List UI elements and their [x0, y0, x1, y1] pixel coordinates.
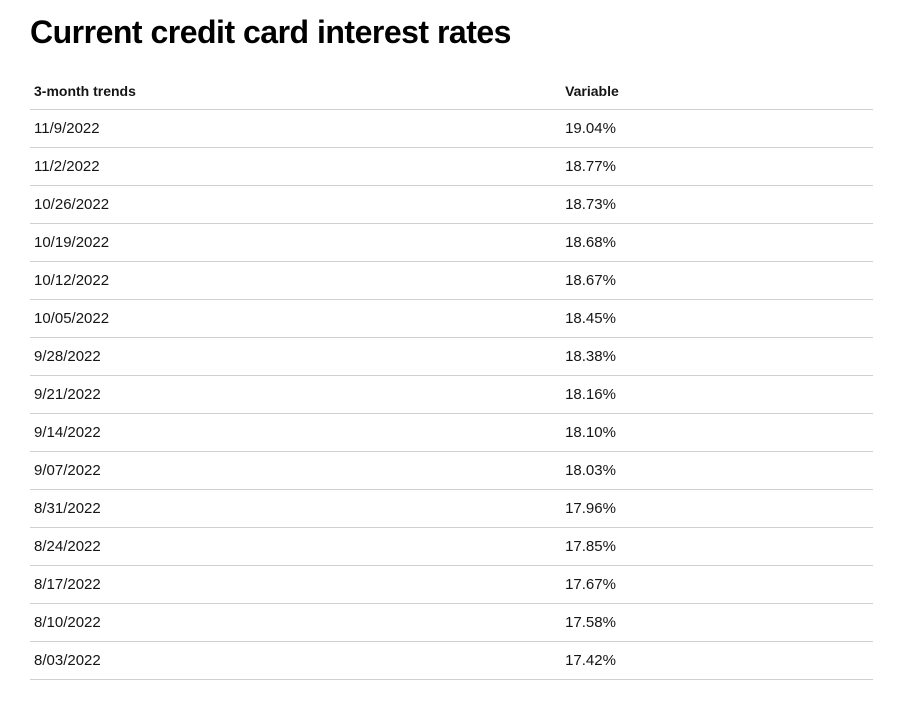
cell-variable: 19.04% [561, 110, 873, 148]
cell-variable: 17.58% [561, 604, 873, 642]
cell-variable: 18.38% [561, 338, 873, 376]
cell-date: 10/26/2022 [30, 186, 561, 224]
table-row: 8/24/2022 17.85% [30, 528, 873, 566]
cell-date: 8/03/2022 [30, 642, 561, 680]
cell-variable: 18.16% [561, 376, 873, 414]
cell-variable: 18.45% [561, 300, 873, 338]
cell-date: 11/9/2022 [30, 110, 561, 148]
table-row: 10/05/2022 18.45% [30, 300, 873, 338]
table-row: 10/19/2022 18.68% [30, 224, 873, 262]
cell-date: 9/07/2022 [30, 452, 561, 490]
table-row: 8/10/2022 17.58% [30, 604, 873, 642]
cell-variable: 18.10% [561, 414, 873, 452]
cell-date: 10/12/2022 [30, 262, 561, 300]
cell-variable: 17.67% [561, 566, 873, 604]
table-row: 8/31/2022 17.96% [30, 490, 873, 528]
cell-variable: 17.42% [561, 642, 873, 680]
table-row: 8/17/2022 17.67% [30, 566, 873, 604]
table-row: 9/07/2022 18.03% [30, 452, 873, 490]
page-title: Current credit card interest rates [30, 14, 873, 51]
cell-date: 9/28/2022 [30, 338, 561, 376]
cell-date: 10/19/2022 [30, 224, 561, 262]
rates-table: 3-month trends Variable 11/9/2022 19.04%… [30, 75, 873, 680]
cell-variable: 18.03% [561, 452, 873, 490]
table-row: 8/03/2022 17.42% [30, 642, 873, 680]
cell-date: 9/21/2022 [30, 376, 561, 414]
cell-date: 8/31/2022 [30, 490, 561, 528]
col-header-date: 3-month trends [30, 75, 561, 110]
cell-variable: 18.77% [561, 148, 873, 186]
cell-variable: 18.67% [561, 262, 873, 300]
cell-variable: 17.85% [561, 528, 873, 566]
cell-date: 10/05/2022 [30, 300, 561, 338]
table-row: 9/28/2022 18.38% [30, 338, 873, 376]
table-header-row: 3-month trends Variable [30, 75, 873, 110]
table-row: 11/9/2022 19.04% [30, 110, 873, 148]
table-row: 9/14/2022 18.10% [30, 414, 873, 452]
cell-variable: 18.73% [561, 186, 873, 224]
table-row: 11/2/2022 18.77% [30, 148, 873, 186]
cell-date: 8/10/2022 [30, 604, 561, 642]
table-row: 10/26/2022 18.73% [30, 186, 873, 224]
cell-date: 9/14/2022 [30, 414, 561, 452]
col-header-variable: Variable [561, 75, 873, 110]
cell-variable: 18.68% [561, 224, 873, 262]
cell-variable: 17.96% [561, 490, 873, 528]
table-row: 10/12/2022 18.67% [30, 262, 873, 300]
table-row: 9/21/2022 18.16% [30, 376, 873, 414]
cell-date: 11/2/2022 [30, 148, 561, 186]
cell-date: 8/24/2022 [30, 528, 561, 566]
cell-date: 8/17/2022 [30, 566, 561, 604]
